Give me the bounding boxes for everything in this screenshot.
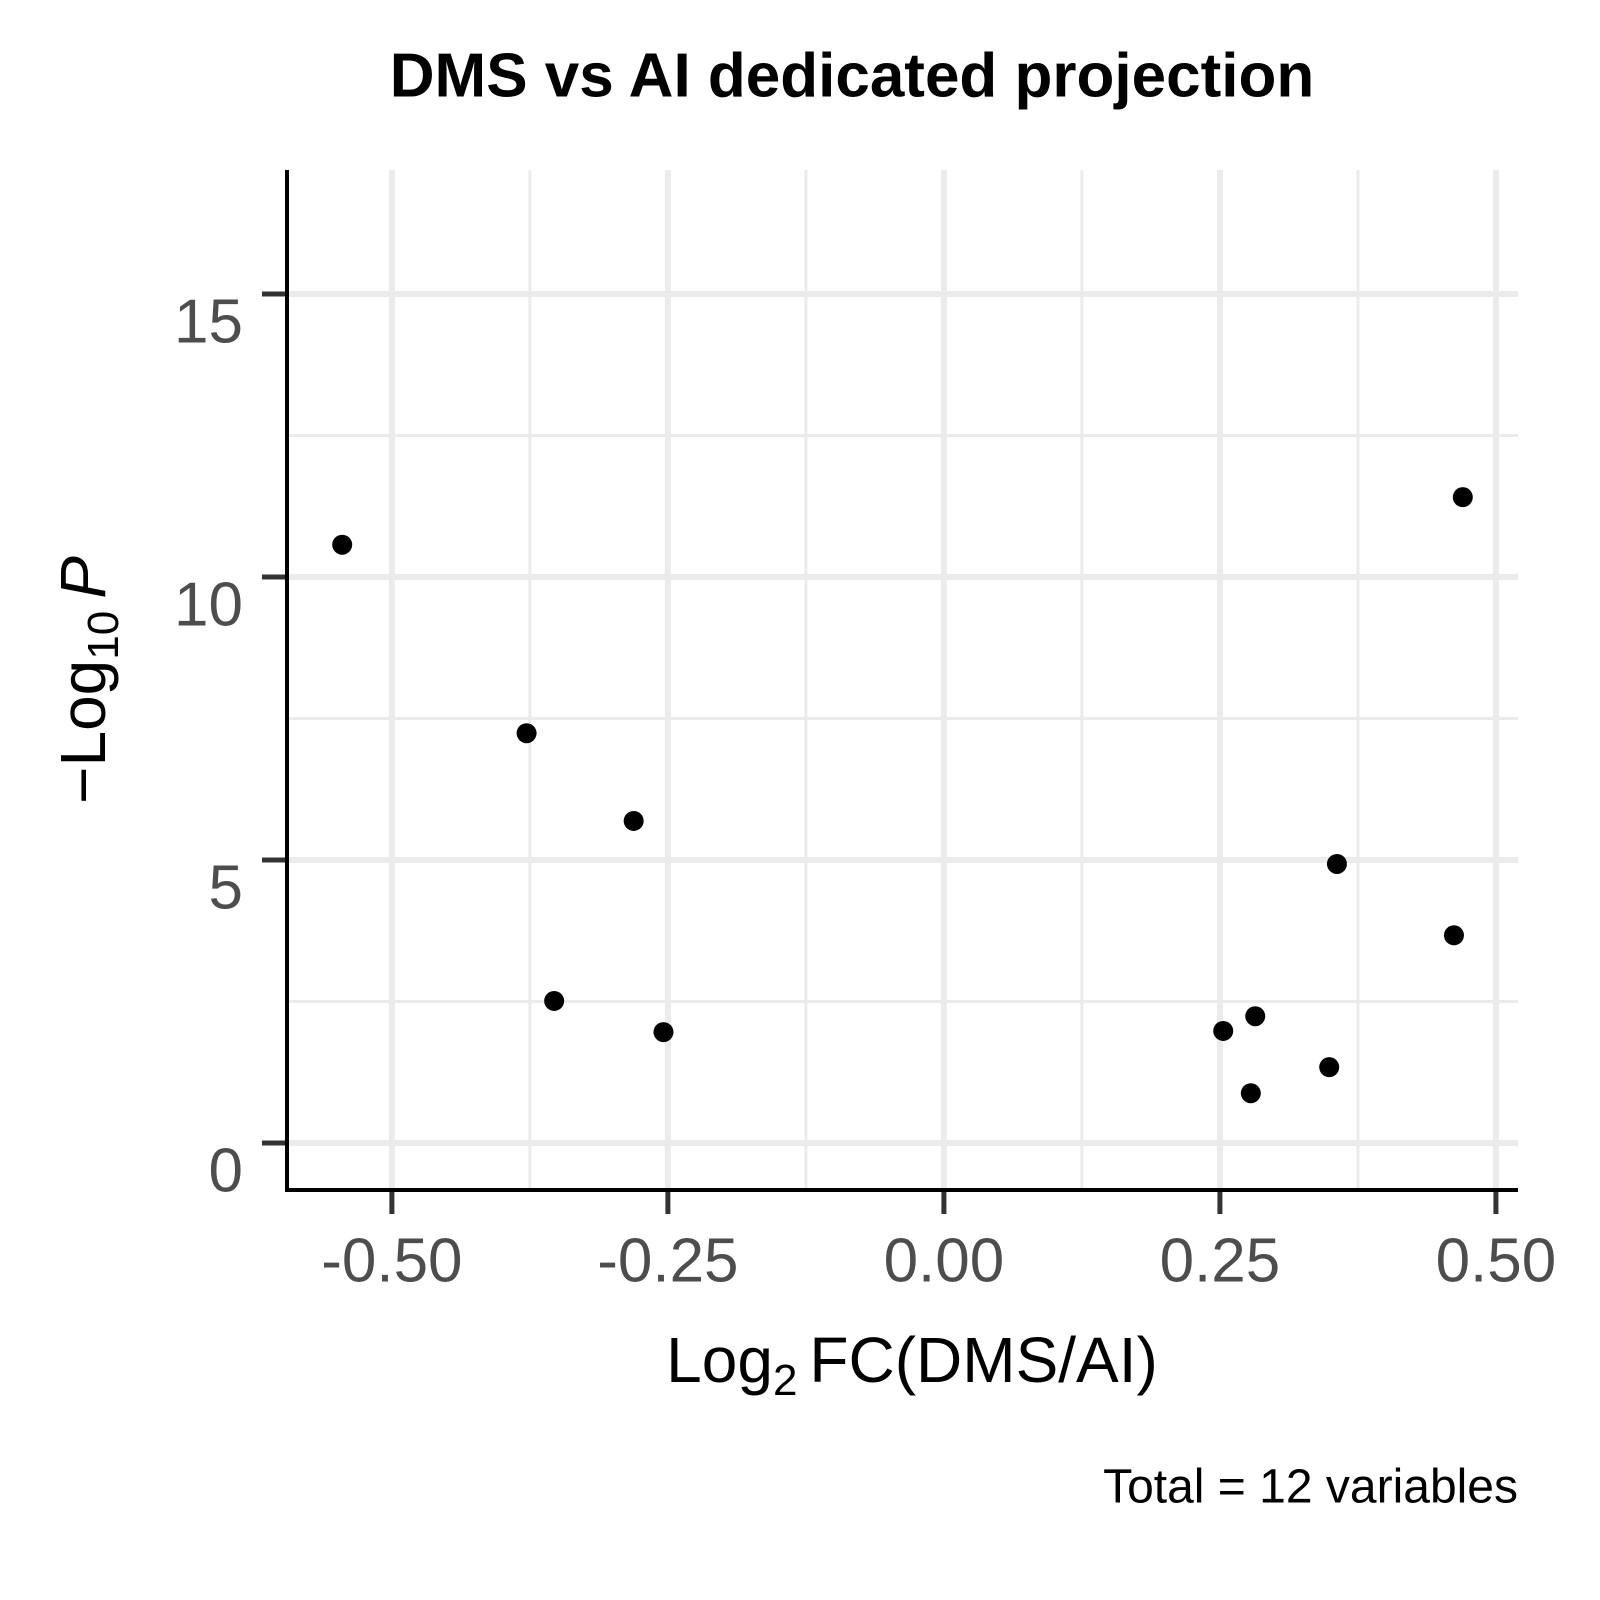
x-tick-label: -0.50: [321, 1226, 462, 1295]
point: [1326, 853, 1347, 874]
point: [1443, 925, 1464, 946]
point: [1452, 487, 1473, 508]
x-tick-label: 0.00: [884, 1226, 1005, 1295]
point: [1240, 1083, 1261, 1104]
y-tick-label: 15: [174, 287, 243, 356]
point: [653, 1022, 674, 1043]
point: [623, 810, 644, 831]
caption: Total = 12 variables: [1103, 1461, 1518, 1514]
x-axis-label: Log2 FC(DMS/AI): [666, 1324, 1158, 1405]
x-label-sub: 2: [773, 1356, 797, 1405]
x-tick-label: -0.25: [597, 1226, 738, 1295]
x-tick-label: 0.25: [1160, 1226, 1281, 1295]
x-label-main: Log: [666, 1324, 773, 1396]
point: [1213, 1020, 1234, 1041]
point: [544, 990, 565, 1011]
x-label-rest: FC(DMS/AI): [809, 1324, 1157, 1396]
point: [516, 723, 537, 744]
y-axis-label: −Log10 P: [47, 556, 128, 804]
y-label-sub: 10: [79, 611, 128, 660]
y-label-rest: P: [47, 556, 119, 599]
point: [1319, 1057, 1340, 1078]
y-tick-label: 5: [209, 853, 243, 922]
point: [332, 534, 353, 555]
point: [1245, 1006, 1266, 1027]
y-label-main: −Log: [47, 660, 119, 804]
x-tick-label: 0.50: [1436, 1226, 1557, 1295]
y-tick-label: 0: [209, 1136, 243, 1205]
chart-title: DMS vs AI dedicated projection: [390, 41, 1314, 110]
y-tick-label: 10: [174, 570, 243, 639]
